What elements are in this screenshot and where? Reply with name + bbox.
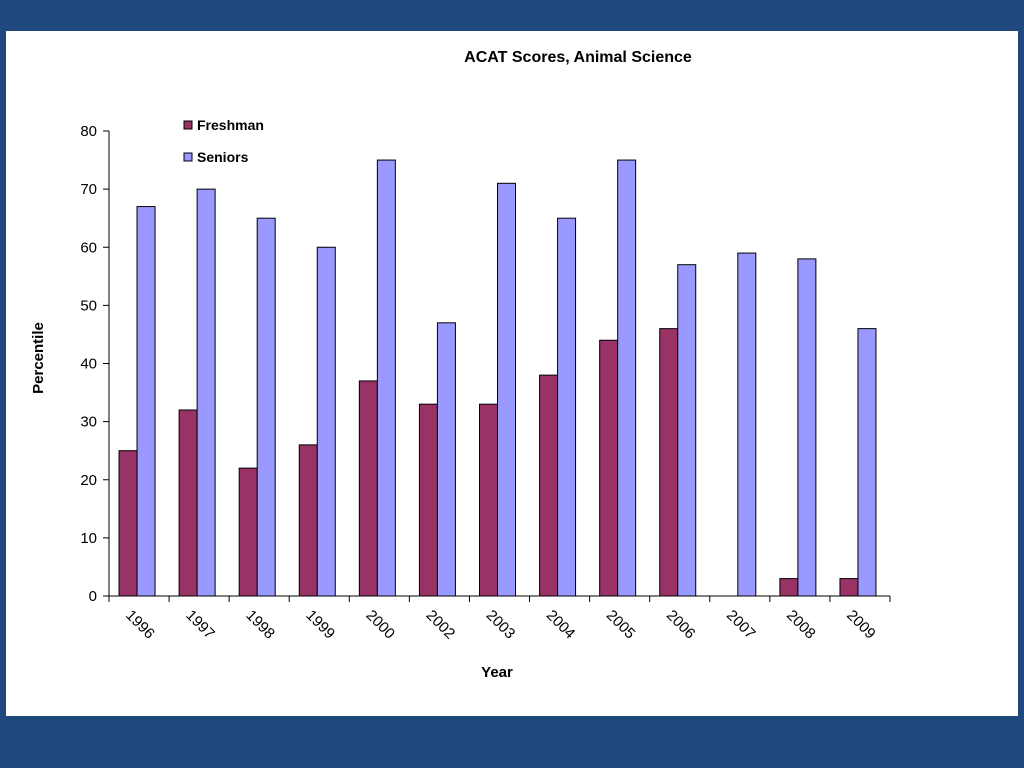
bar-seniors-2007	[737, 252, 757, 597]
x-tick-label-2009: 2009	[843, 607, 879, 643]
x-tick-label-2005: 2005	[603, 607, 639, 643]
bar-freshman-2003	[479, 403, 498, 597]
x-tick-label-2002: 2002	[423, 607, 459, 643]
y-tick-label: 40	[80, 356, 97, 373]
y-tick-label: 10	[80, 530, 97, 547]
legend-label-seniors: Seniors	[197, 149, 249, 165]
x-axis-title: Year	[481, 664, 513, 681]
y-tick-label: 50	[80, 297, 97, 314]
bar-seniors-2008	[797, 258, 817, 597]
y-tick-label: 0	[89, 588, 97, 605]
legend-label-freshman: Freshman	[197, 117, 264, 133]
bar-seniors-1998	[256, 217, 276, 597]
bar-seniors-2005	[617, 159, 637, 597]
bar-freshman-2005	[599, 339, 619, 597]
bar-freshman-1996	[118, 450, 138, 597]
bar-freshman-2008	[779, 578, 799, 597]
bar-freshman-2004	[539, 374, 559, 597]
bar-seniors-2004	[557, 217, 577, 597]
bar-freshman-1997	[178, 409, 198, 597]
y-tick-label: 20	[80, 472, 97, 489]
x-tick-label-2008: 2008	[783, 607, 819, 643]
x-tick-label-2003: 2003	[483, 607, 519, 643]
y-ticks-group: 0 10 20 30 40 50 60 70 80	[80, 123, 109, 605]
x-tick-label-1996: 1996	[122, 607, 158, 643]
y-tick-label: 70	[80, 181, 97, 198]
x-tick-label-2007: 2007	[723, 607, 759, 643]
bar-seniors-2003	[497, 182, 516, 597]
legend-swatch-seniors	[183, 152, 193, 162]
x-tick-label-1999: 1999	[302, 607, 338, 643]
bar-freshman-2006	[659, 328, 679, 597]
chart-title: ACAT Scores, Animal Science	[464, 49, 692, 66]
bar-seniors-2002	[436, 322, 456, 597]
x-tick-label-2004: 2004	[543, 607, 579, 643]
bar-seniors-1999	[316, 246, 336, 597]
bar-seniors-1997	[196, 188, 216, 597]
bar-freshman-1999	[298, 444, 318, 597]
x-tick-label-2006: 2006	[663, 607, 699, 643]
legend-swatch-freshman	[183, 120, 193, 130]
bar-freshman-1998	[238, 467, 258, 597]
x-tick-label-2000: 2000	[363, 607, 399, 643]
x-ticks-group: 1996 1997 1998 1999 2000 2002 2003 2004 2005 2006…	[108, 596, 891, 643]
y-tick-label: 80	[80, 123, 97, 140]
bar-seniors-1996	[136, 206, 156, 597]
bars-group	[118, 159, 877, 597]
y-tick-label: 60	[80, 239, 97, 256]
bar-freshman-2002	[418, 403, 438, 597]
legend: Freshman Seniors	[183, 117, 264, 165]
bar-seniors-2009	[857, 328, 877, 597]
bar-freshman-2009	[839, 578, 859, 597]
bar-seniors-2006	[677, 264, 697, 597]
x-tick-label-1998: 1998	[242, 607, 278, 643]
y-tick-label: 30	[80, 414, 97, 431]
y-axis-title: Percentile	[30, 322, 47, 394]
bar-seniors-2000	[376, 159, 396, 597]
x-tick-label-1997: 1997	[182, 607, 218, 643]
bar-freshman-2000	[358, 380, 378, 597]
